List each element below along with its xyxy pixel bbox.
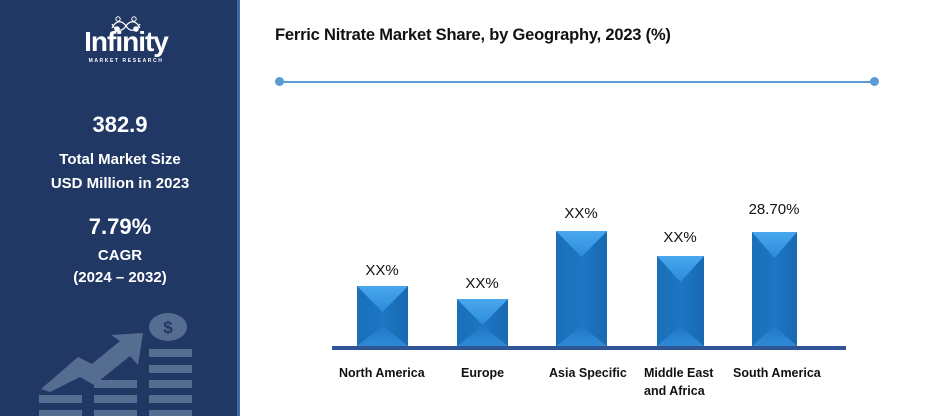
cagr-label: CAGR (97, 247, 143, 264)
cagr-value: 7.79% (88, 214, 152, 239)
cagr-period: (2024 – 2032) (73, 269, 167, 286)
data-label-europe: XX% (465, 275, 499, 292)
svg-text:$: $ (163, 318, 173, 337)
x-axis-line (332, 346, 846, 350)
category-label-south-america: South America (733, 366, 821, 380)
sidebar-panel: Infinity MARKET RESEARCH 382.9 Total Mar… (0, 0, 240, 416)
market-size-label-line2: USD Million in 2023 (50, 175, 190, 192)
logo-wordmark: Infinity (84, 26, 169, 57)
bar-asia-specific (556, 231, 607, 346)
market-size-value: 382.9 (92, 112, 148, 137)
title-divider (279, 81, 875, 83)
bar-middle-east-africa (657, 256, 704, 346)
growth-chart-dollar-icon: $ (39, 313, 192, 416)
category-label-north-america: North America (339, 366, 425, 380)
bar-south-america (752, 232, 797, 346)
company-logo: Infinity MARKET RESEARCH (78, 14, 174, 64)
category-label-asia-specific: Asia Specific (549, 366, 627, 380)
category-label-europe: Europe (461, 366, 505, 380)
category-label-middle-east-africa-line2: and Africa (644, 384, 705, 398)
market-size-label-line1: Total Market Size (59, 151, 181, 168)
data-label-asia-specific: XX% (564, 205, 598, 222)
infinity-logo-icon (111, 16, 141, 32)
divider-dot-left (275, 77, 284, 86)
data-label-north-america: XX% (365, 262, 399, 279)
data-label-middle-east-africa: XX% (663, 229, 697, 246)
data-label-south-america: 28.70% (748, 201, 800, 218)
chart-title: Ferric Nitrate Market Share, by Geograph… (275, 26, 671, 44)
bar-europe (457, 299, 508, 346)
bar-north-america (357, 286, 408, 346)
category-label-middle-east-africa-line1: Middle East (644, 366, 714, 380)
logo-subtitle: MARKET RESEARCH (88, 58, 164, 64)
divider-dot-right (870, 77, 879, 86)
